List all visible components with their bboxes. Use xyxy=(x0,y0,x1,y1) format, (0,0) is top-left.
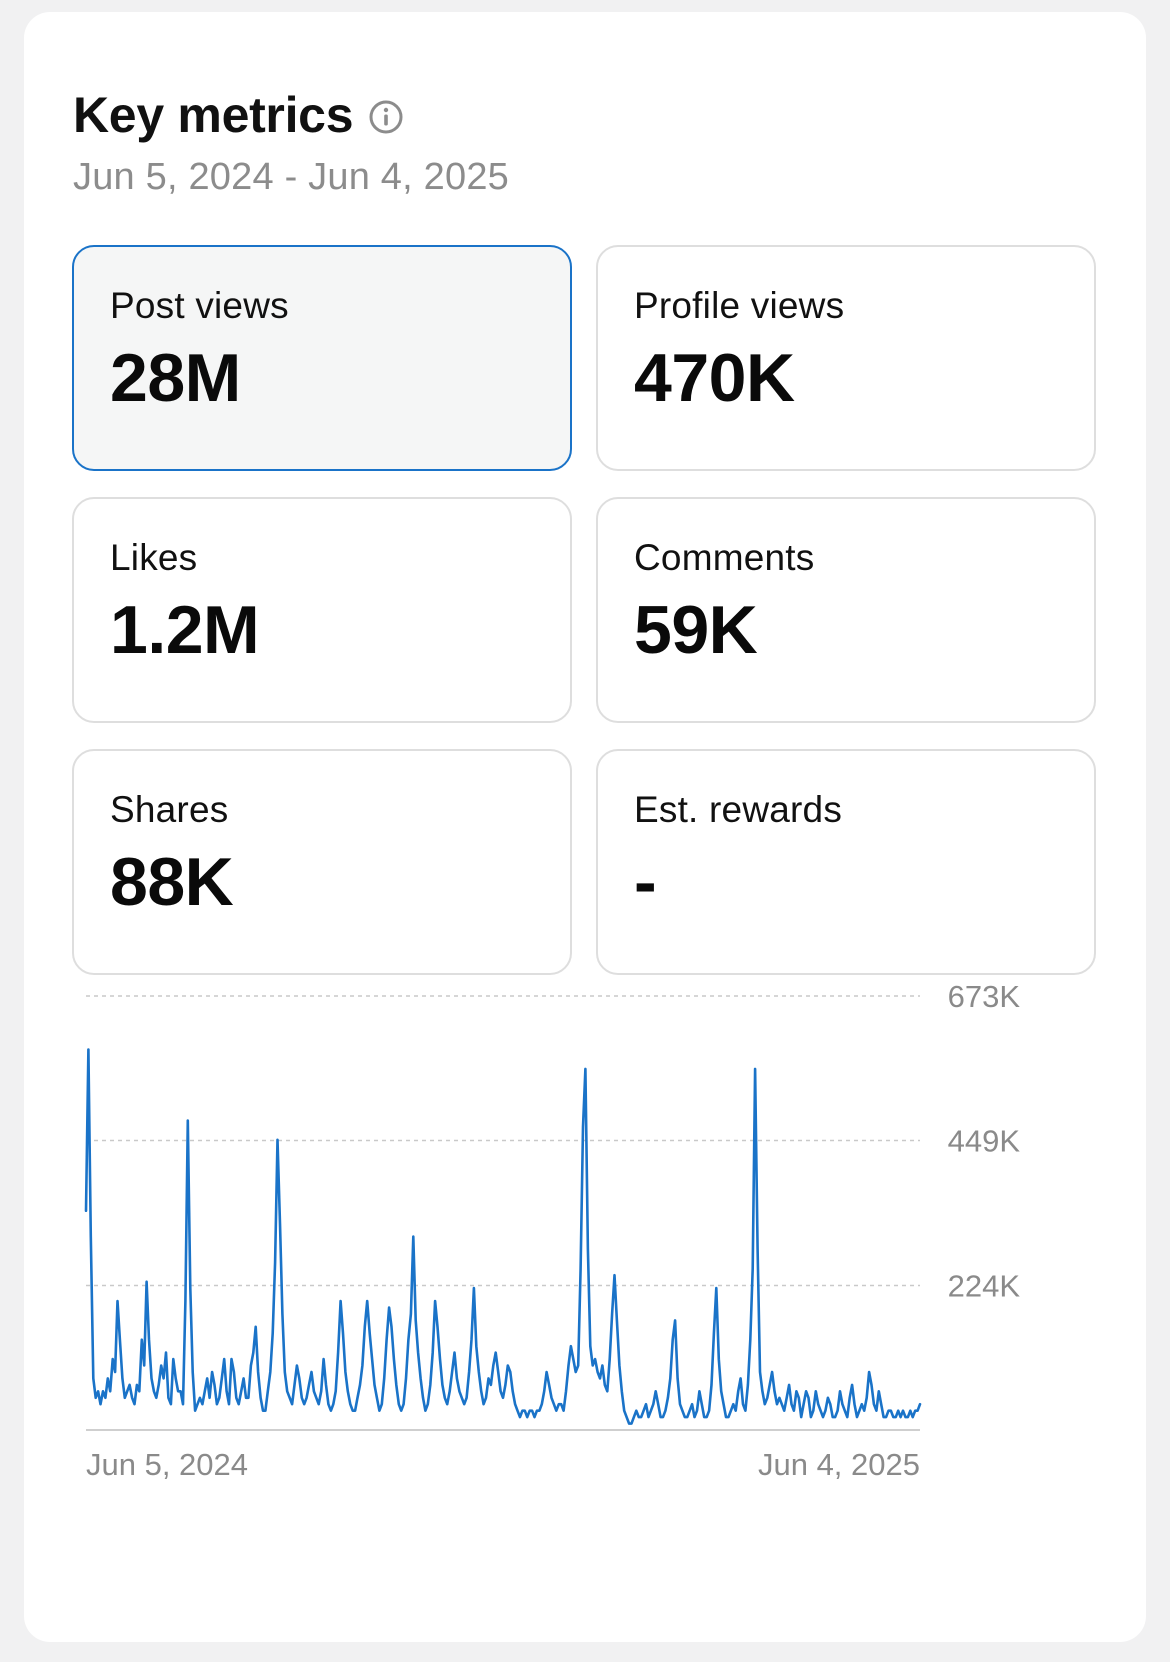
metric-value: 1.2M xyxy=(110,592,260,668)
metric-value: 470K xyxy=(634,340,795,416)
metric-label: Post views xyxy=(110,285,289,326)
metric-tile-post-views[interactable]: Post views 28M xyxy=(72,245,572,471)
y-tick-label: 673K xyxy=(948,979,1021,1014)
x-tick-label-end: Jun 4, 2025 xyxy=(758,1447,920,1482)
title-row: Key metrics xyxy=(73,78,509,152)
metric-tile-comments[interactable]: Comments 59K xyxy=(596,497,1096,723)
metric-label: Est. rewards xyxy=(634,789,843,830)
metric-label: Shares xyxy=(110,789,229,830)
metric-label: Profile views xyxy=(634,285,845,326)
metric-label: Likes xyxy=(110,537,198,578)
metric-value: 88K xyxy=(110,844,234,920)
series-line-0 xyxy=(84,1048,922,1425)
y-tick-label: 449K xyxy=(948,1123,1021,1158)
metric-value: 28M xyxy=(110,340,241,416)
info-icon[interactable] xyxy=(369,100,403,134)
card-header: Key metrics Jun 5, 2024 - Jun 4, 2025 xyxy=(73,78,509,199)
y-tick-label: 224K xyxy=(948,1269,1021,1304)
post-views-line-chart[interactable]: 224K 449K 673K Jun 5, 2024 Jun 4, 2025 xyxy=(24,12,1146,1642)
metric-label: Comments xyxy=(634,537,815,578)
metric-value: 59K xyxy=(634,592,758,668)
metric-value: - xyxy=(634,844,657,920)
x-tick-label-start: Jun 5, 2024 xyxy=(86,1447,248,1482)
metric-tile-likes[interactable]: Likes 1.2M xyxy=(72,497,572,723)
date-range: Jun 5, 2024 - Jun 4, 2025 xyxy=(73,156,509,198)
metric-tile-shares[interactable]: Shares 88K xyxy=(72,749,572,975)
key-metrics-card: Key metrics Jun 5, 2024 - Jun 4, 2025 Po… xyxy=(24,12,1146,1642)
metric-tile-profile-views[interactable]: Profile views 470K xyxy=(596,245,1096,471)
metric-tiles-grid: Post views 28M Profile views 470K Likes … xyxy=(72,245,1096,975)
page-title: Key metrics xyxy=(73,87,354,143)
metric-tile-est-rewards[interactable]: Est. rewards - xyxy=(596,749,1096,975)
